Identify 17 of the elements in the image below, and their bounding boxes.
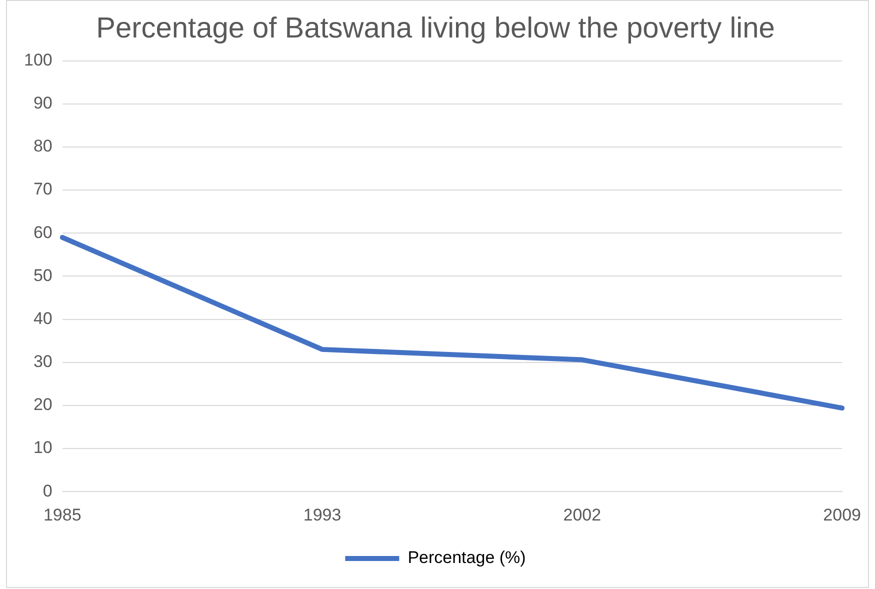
y-tick-label: 70 (33, 180, 52, 199)
legend-label: Percentage (%) (408, 548, 526, 568)
x-tick-label: 1985 (43, 505, 82, 524)
y-tick-label: 90 (33, 94, 52, 113)
y-tick-label: 100 (24, 50, 52, 70)
y-tick-label: 10 (33, 438, 52, 458)
x-tick-label: 1993 (303, 505, 342, 524)
y-tick-label: 20 (33, 395, 52, 414)
chart-title: Percentage of Batswana living below the poverty line (96, 12, 775, 44)
y-tick-label: 60 (33, 222, 52, 242)
y-tick-label: 0 (42, 481, 52, 500)
y-tick-label: 40 (33, 308, 52, 328)
y-tick-label: 30 (33, 352, 52, 372)
x-tick-label: 2002 (563, 505, 602, 524)
y-tick-label: 50 (33, 266, 52, 285)
y-tick-label: 80 (33, 136, 52, 156)
x-tick-label: 2009 (823, 505, 862, 524)
